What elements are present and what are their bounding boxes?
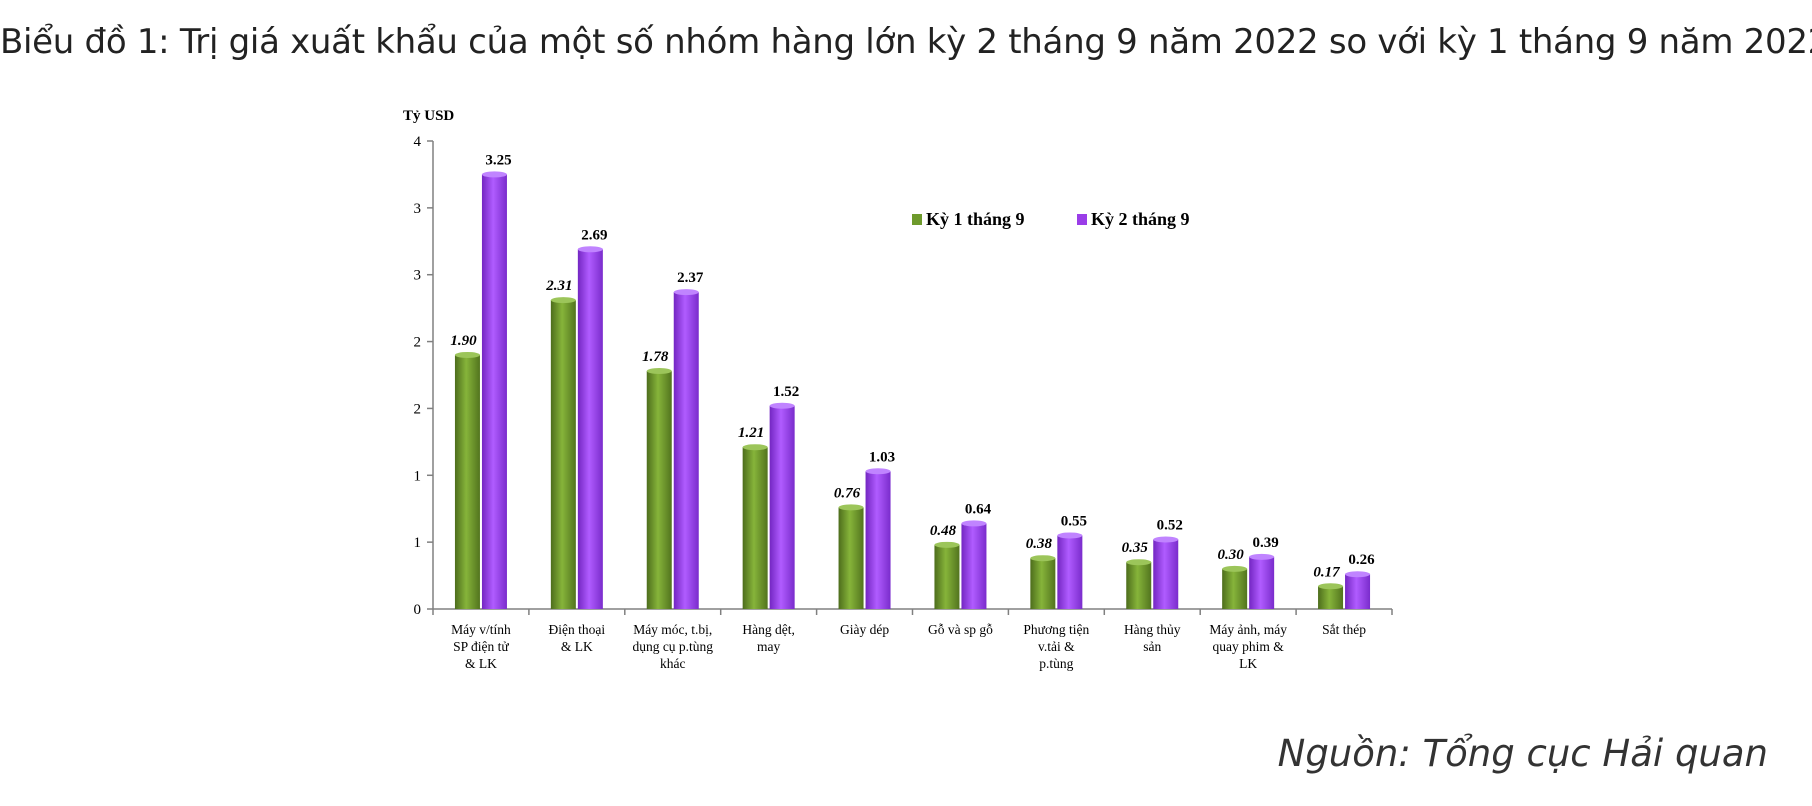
data-label: 0.26 — [1348, 552, 1375, 568]
data-label: 3.25 — [485, 152, 511, 168]
bar-top — [865, 468, 891, 475]
bar-ky1 — [646, 370, 672, 609]
bar-ky1 — [1030, 558, 1056, 609]
legend-swatch — [912, 214, 922, 225]
chart-labels: 1.90 2.31 1.78 1.21 0.76 0.48 0.38 0.35 0.30 0.17… — [450, 152, 1375, 580]
bar-ky2 — [865, 471, 891, 609]
bar-ky1 — [1318, 586, 1344, 609]
bar-top — [961, 520, 987, 527]
data-label: 0.38 — [1026, 536, 1053, 552]
data-label: 2.69 — [581, 227, 607, 243]
bar-chart: Tỷ USD 0 1 1 2 2 3 3 4 Máy v/tính SP điện tử & LK Đi… — [403, 108, 1393, 671]
legend-swatch — [1077, 214, 1087, 225]
bar-top — [1126, 559, 1152, 566]
y-tick-label: 2 — [414, 335, 422, 351]
y-tick-label: 1 — [414, 468, 422, 484]
source-note: Nguồn: Tổng cục Hải quan — [1277, 732, 1768, 775]
bar-ky2 — [1249, 556, 1275, 609]
data-label: 1.03 — [869, 449, 895, 465]
bar-top — [646, 367, 672, 374]
x-tick-label: Máy v/tính SP điện tử & LK — [451, 622, 511, 671]
bar-ky1 — [742, 447, 768, 609]
bar-top — [742, 444, 768, 451]
bar-ky2 — [1153, 539, 1179, 609]
x-tick-label: Giày dép — [840, 622, 889, 637]
chart-legend: Kỳ 1 tháng 9 Kỳ 2 tháng 9 — [912, 209, 1190, 229]
legend-label: Kỳ 1 tháng 9 — [926, 209, 1025, 229]
bar-ky2 — [1345, 574, 1371, 609]
data-label: 0.48 — [930, 523, 957, 539]
x-tick-label: Điện thoại & LK — [549, 622, 606, 654]
data-label: 1.21 — [738, 425, 764, 441]
data-label: 0.35 — [1122, 540, 1149, 556]
y-tick-label: 4 — [414, 134, 422, 150]
data-label: 2.31 — [545, 278, 572, 294]
chart-bars — [454, 171, 1371, 609]
data-label: 0.17 — [1313, 564, 1340, 580]
bar-ky2 — [769, 405, 795, 609]
bar-top — [769, 402, 795, 409]
bar-top — [1057, 532, 1083, 539]
data-label: 0.55 — [1061, 513, 1087, 529]
x-tick-label: Máy ảnh, máy quay phim & LK — [1209, 622, 1287, 671]
y-tick-label: 0 — [414, 602, 422, 618]
bar-top — [1153, 536, 1179, 543]
bar-ky2 — [961, 523, 987, 609]
legend-label: Kỳ 2 tháng 9 — [1091, 209, 1190, 229]
data-label: 0.76 — [834, 485, 861, 501]
bar-top — [1249, 553, 1275, 560]
y-tick-label: 3 — [414, 201, 422, 217]
data-label: 0.64 — [965, 501, 992, 517]
bar-ky1 — [934, 544, 960, 609]
page-title: Biểu đồ 1: Trị giá xuất khẩu của một số … — [0, 22, 1812, 62]
bar-top — [454, 351, 480, 358]
bar-ky1 — [1222, 568, 1248, 609]
bar-top — [1318, 583, 1344, 590]
data-label: 1.78 — [642, 349, 669, 365]
bar-top — [481, 171, 507, 178]
data-label: 1.90 — [450, 333, 477, 349]
bar-ky1 — [550, 300, 576, 609]
bar-top — [934, 541, 960, 548]
data-label: 0.52 — [1157, 517, 1183, 533]
bar-top — [1030, 555, 1056, 562]
x-tick-label: Máy móc, t.bị, dụng cụ p.tùng khác — [632, 622, 713, 671]
bar-ky2 — [577, 249, 603, 609]
data-label: 1.52 — [773, 384, 799, 400]
bar-ky1 — [1126, 562, 1152, 609]
x-tick-label: Hàng thủy sản — [1124, 622, 1181, 654]
bar-top — [1345, 571, 1371, 578]
y-tick-label: 1 — [414, 535, 422, 551]
data-label: 0.30 — [1218, 547, 1245, 563]
bar-ky1 — [838, 507, 864, 609]
bar-ky2 — [481, 174, 507, 609]
bar-top — [673, 289, 699, 296]
x-tick-label: Gỗ và sp gỗ — [928, 622, 993, 637]
x-tick-label: Hàng dệt, may — [742, 622, 794, 654]
bar-ky2 — [1057, 535, 1083, 609]
data-label: 0.39 — [1253, 535, 1279, 551]
x-tick-label: Sắt thép — [1322, 622, 1366, 637]
bar-ky1 — [454, 354, 480, 609]
bar-top — [1222, 565, 1248, 572]
y-axis-label: Tỷ USD — [403, 108, 454, 124]
bar-top — [838, 504, 864, 511]
bar-top — [577, 246, 603, 253]
y-tick-label: 2 — [414, 401, 422, 417]
data-label: 2.37 — [677, 270, 704, 286]
x-tick-label: Phương tiện v.tải & p.tùng — [1023, 622, 1089, 671]
bar-ky2 — [673, 292, 699, 609]
y-tick-label: 3 — [414, 268, 422, 284]
bar-top — [550, 297, 576, 304]
